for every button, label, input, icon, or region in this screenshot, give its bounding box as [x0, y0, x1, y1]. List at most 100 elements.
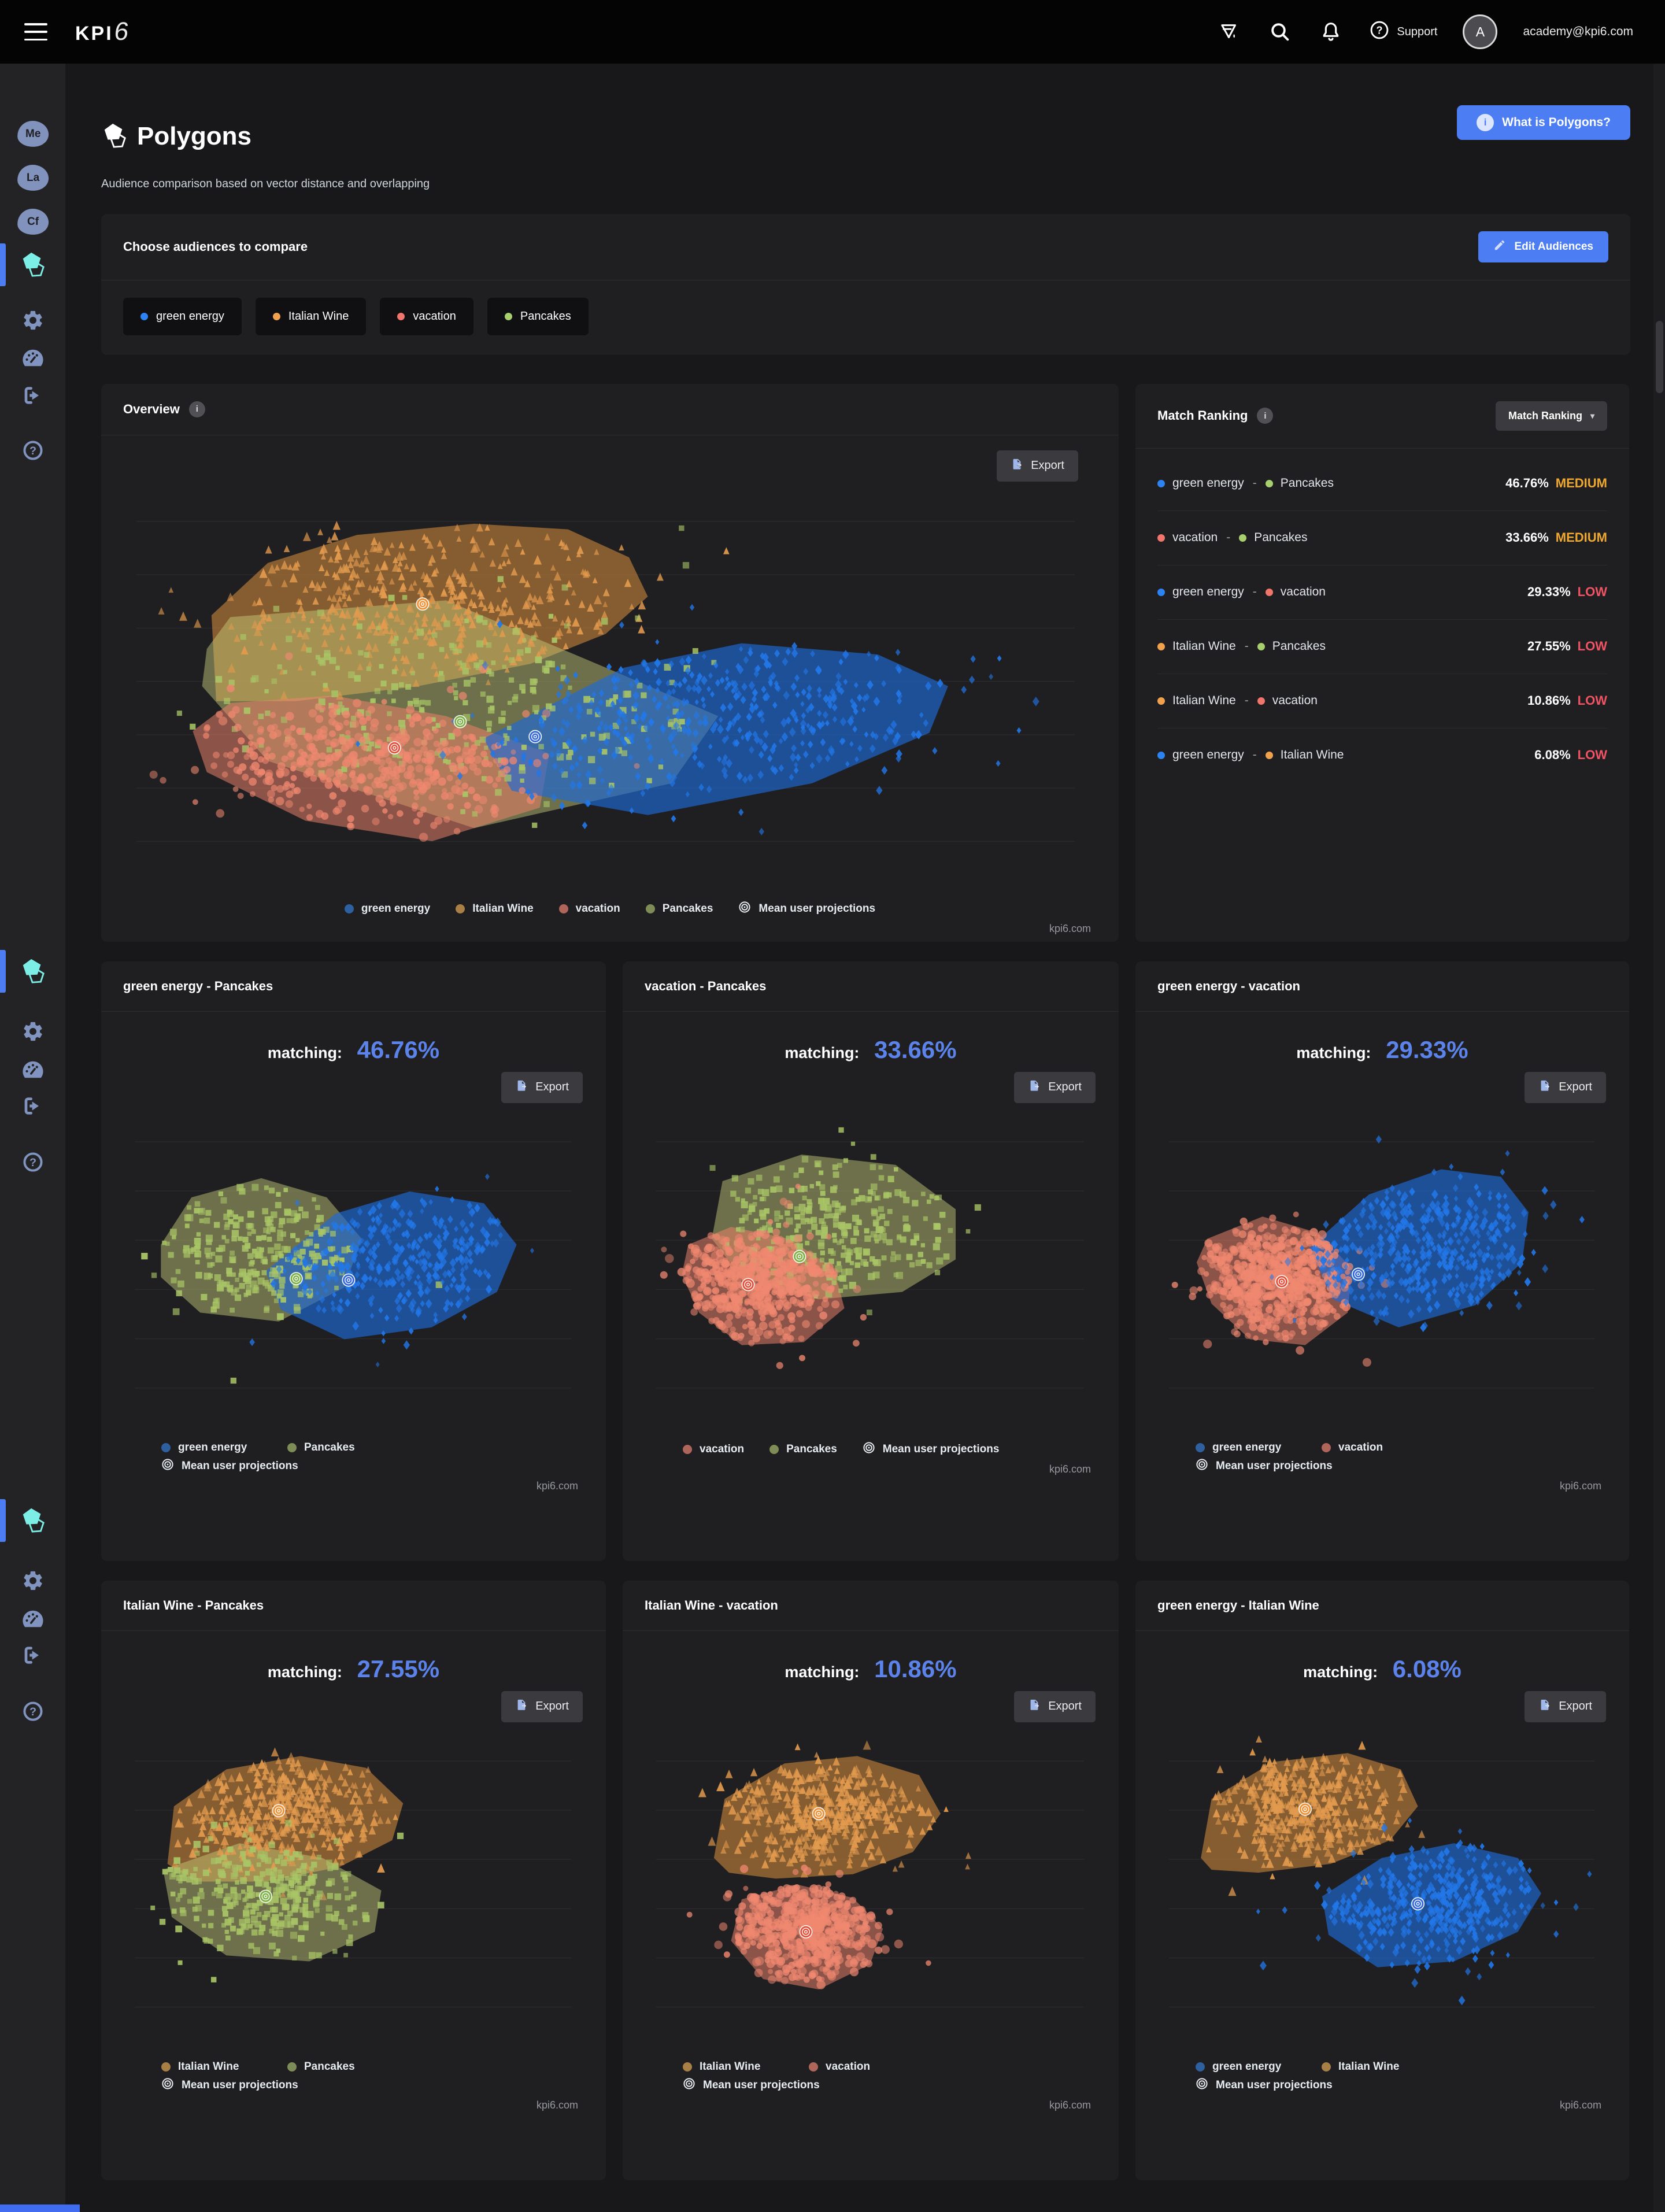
sidebar-item-help[interactable]: ?	[0, 1697, 65, 1728]
sidebar-item-help[interactable]: ?	[0, 1148, 65, 1178]
matching-label: matching:	[1303, 1663, 1378, 1681]
sidebar-item-settings[interactable]	[0, 1018, 65, 1048]
audience-chip[interactable]: green energy	[123, 297, 242, 335]
watermark: kpi6.com	[1559, 1479, 1601, 1492]
sidebar-item-help[interactable]: ?	[0, 437, 65, 467]
audience-chip[interactable]: vacation	[380, 297, 473, 335]
help-circle-icon: ?	[1369, 20, 1390, 44]
export-button[interactable]: Export	[1014, 1691, 1096, 1722]
support-button[interactable]: ? Support	[1369, 20, 1437, 44]
export-icon	[1538, 1079, 1551, 1096]
sidebar-item-logout[interactable]	[0, 382, 65, 412]
export-icon	[1028, 1079, 1041, 1096]
edit-audiences-label: Edit Audiences	[1514, 240, 1593, 253]
sidebar-item-logout[interactable]	[0, 1092, 65, 1122]
sidebar-item-logout[interactable]	[0, 1641, 65, 1671]
gauge-icon	[20, 1057, 46, 1085]
dropdown-label: Match Ranking	[1508, 409, 1582, 421]
comparison-chart	[1169, 1135, 1594, 1389]
audience-b-label: vacation	[1280, 585, 1326, 599]
matching-value: 29.33%	[1379, 1035, 1468, 1063]
bell-icon[interactable]	[1318, 19, 1344, 45]
info-icon: i	[1477, 114, 1494, 131]
horizontal-scrollbar-thumb[interactable]	[0, 2204, 80, 2212]
export-button[interactable]: Export	[1525, 1691, 1606, 1722]
legend-color-dot	[558, 904, 568, 913]
chart-legend: Italian Wine Pancakes Mean user projection…	[101, 2061, 606, 2093]
sidebar-item-la[interactable]: La	[0, 162, 65, 193]
match-value: 46.76%	[1505, 476, 1549, 491]
avatar[interactable]: A	[1463, 14, 1498, 49]
export-button[interactable]: Export	[1525, 1071, 1606, 1103]
active-indicator	[0, 243, 6, 286]
audience-color-dot	[504, 312, 512, 320]
sidebar-item-cf[interactable]: Cf	[0, 206, 65, 236]
legend-color-dot	[287, 1442, 297, 1452]
legend-color-dot	[1196, 1442, 1205, 1452]
help-icon: ?	[22, 439, 44, 464]
sidebar-item-dashboard[interactable]	[0, 1605, 65, 1635]
support-label: Support	[1397, 25, 1438, 38]
legend-item-pancakes: Pancakes	[287, 1441, 355, 1454]
audience-a-label: Italian Wine	[1172, 694, 1236, 708]
menu-icon[interactable]	[24, 23, 47, 40]
audience-chips: green energy Italian Wine vacation Panca…	[101, 280, 1630, 355]
match-ranking-card: Match Ranking i Match Ranking ▾ green en…	[1135, 383, 1629, 942]
svg-text:?: ?	[1377, 24, 1383, 36]
comparison-chart	[656, 1127, 1084, 1389]
what-is-polygons-button[interactable]: i What is Polygons?	[1457, 105, 1630, 140]
chart-legend: green energy Pancakes Mean user projection…	[101, 1441, 606, 1474]
match-level-badge: LOW	[1577, 585, 1607, 600]
match-ranking-row: green energy - Pancakes 46.76% MEDIUM	[1157, 457, 1607, 511]
target-icon	[683, 2077, 695, 2093]
matching-label: matching:	[785, 1663, 860, 1681]
legend-color-dot	[769, 1444, 779, 1454]
active-indicator	[0, 950, 6, 993]
export-button[interactable]: Export	[997, 450, 1078, 482]
pair-names: vacation - Pancakes	[1157, 531, 1307, 545]
info-icon[interactable]: i	[188, 401, 205, 417]
sidebar-item-dashboard[interactable]	[0, 344, 65, 374]
sidebar-item-polygons[interactable]	[0, 1499, 65, 1542]
edit-audiences-button[interactable]: Edit Audiences	[1478, 231, 1608, 262]
sidebar-item-polygons[interactable]	[0, 950, 65, 993]
sidebar-item-polygons[interactable]	[0, 243, 65, 286]
audience-chip-label: Pancakes	[520, 309, 571, 323]
info-icon[interactable]: i	[1257, 408, 1274, 424]
search-icon[interactable]	[1267, 19, 1293, 45]
export-button[interactable]: Export	[501, 1691, 583, 1722]
legend-item-italian-wine: Italian Wine	[1322, 2061, 1399, 2073]
matching-line: matching: 27.55%	[101, 1655, 606, 1683]
sidebar-item-dashboard[interactable]	[0, 1056, 65, 1086]
audience-chip[interactable]: Pancakes	[487, 297, 589, 335]
comparison-title: Italian Wine - Pancakes	[123, 1597, 264, 1612]
export-button[interactable]: Export	[501, 1071, 583, 1103]
audience-chip[interactable]: Italian Wine	[255, 297, 367, 335]
pair-names: green energy - Pancakes	[1157, 476, 1334, 490]
export-icon	[515, 1699, 528, 1715]
audience-color-dot	[1157, 479, 1165, 487]
chart-legend: Italian Wine vacation Mean user projection…	[623, 2061, 1119, 2093]
legend-item-green-energy: green energy	[161, 1441, 287, 1454]
page-subtitle: Audience comparison based on vector dist…	[101, 177, 430, 190]
account-email[interactable]: academy@kpi6.com	[1523, 25, 1633, 38]
audience-color-dot	[1157, 751, 1165, 759]
ink-drop-icon[interactable]	[1216, 19, 1242, 45]
export-label: Export	[535, 1700, 569, 1713]
match-ranking-dropdown[interactable]: Match Ranking ▾	[1495, 401, 1607, 431]
legend-item-green-energy: green energy	[344, 902, 430, 915]
gauge-icon	[20, 345, 46, 373]
export-label: Export	[1559, 1700, 1592, 1713]
vertical-scrollbar-thumb[interactable]	[1656, 321, 1663, 393]
comparison-title: Italian Wine - vacation	[645, 1597, 778, 1612]
export-button[interactable]: Export	[1014, 1071, 1096, 1103]
chart-legend: green energy Italian Wine Mean user projec…	[1135, 2061, 1629, 2093]
legend-item-mean-projections: Mean user projections	[1196, 2077, 1333, 2093]
sidebar-item-settings[interactable]	[0, 1567, 65, 1597]
audience-color-dot	[397, 312, 405, 320]
sidebar-item-me[interactable]: Me	[0, 119, 65, 149]
matching-label: matching:	[785, 1044, 860, 1061]
vertical-scrollbar-track[interactable]	[1653, 64, 1665, 2212]
sidebar-item-settings[interactable]	[0, 306, 65, 336]
legend-color-dot	[809, 2062, 818, 2072]
